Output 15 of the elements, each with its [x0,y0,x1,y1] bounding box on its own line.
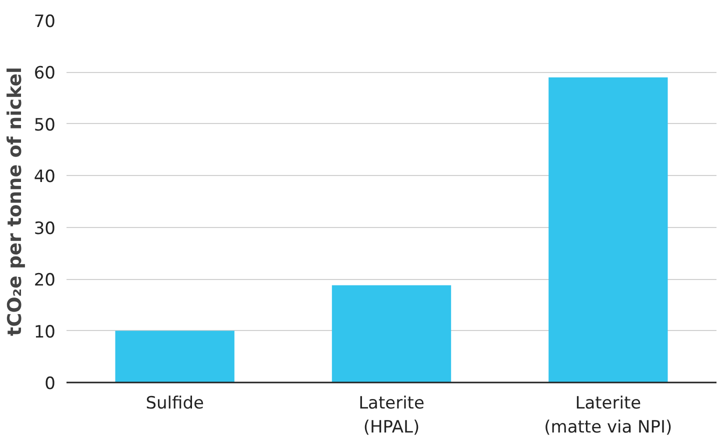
bar [548,77,668,382]
x-tick-label: Laterite (matte via NPI) [544,394,672,438]
y-tick-label: 70 [34,12,56,32]
y-tick-label: 30 [34,218,56,239]
y-tick-label: 60 [34,64,56,84]
bar [115,330,234,382]
y-tick-label: 0 [44,374,56,394]
y-tick-label: 40 [34,167,56,188]
y-tick-label: 20 [34,270,56,291]
bar [332,285,452,382]
x-tick-label: Laterite (HPAL) [358,394,424,438]
y-tick-label: 10 [34,322,56,342]
y-tick-label: 50 [34,115,56,136]
y-axis-title: tCO₂e per tonne of nickel [4,67,26,336]
x-tick-label: Sulfide [146,394,204,414]
